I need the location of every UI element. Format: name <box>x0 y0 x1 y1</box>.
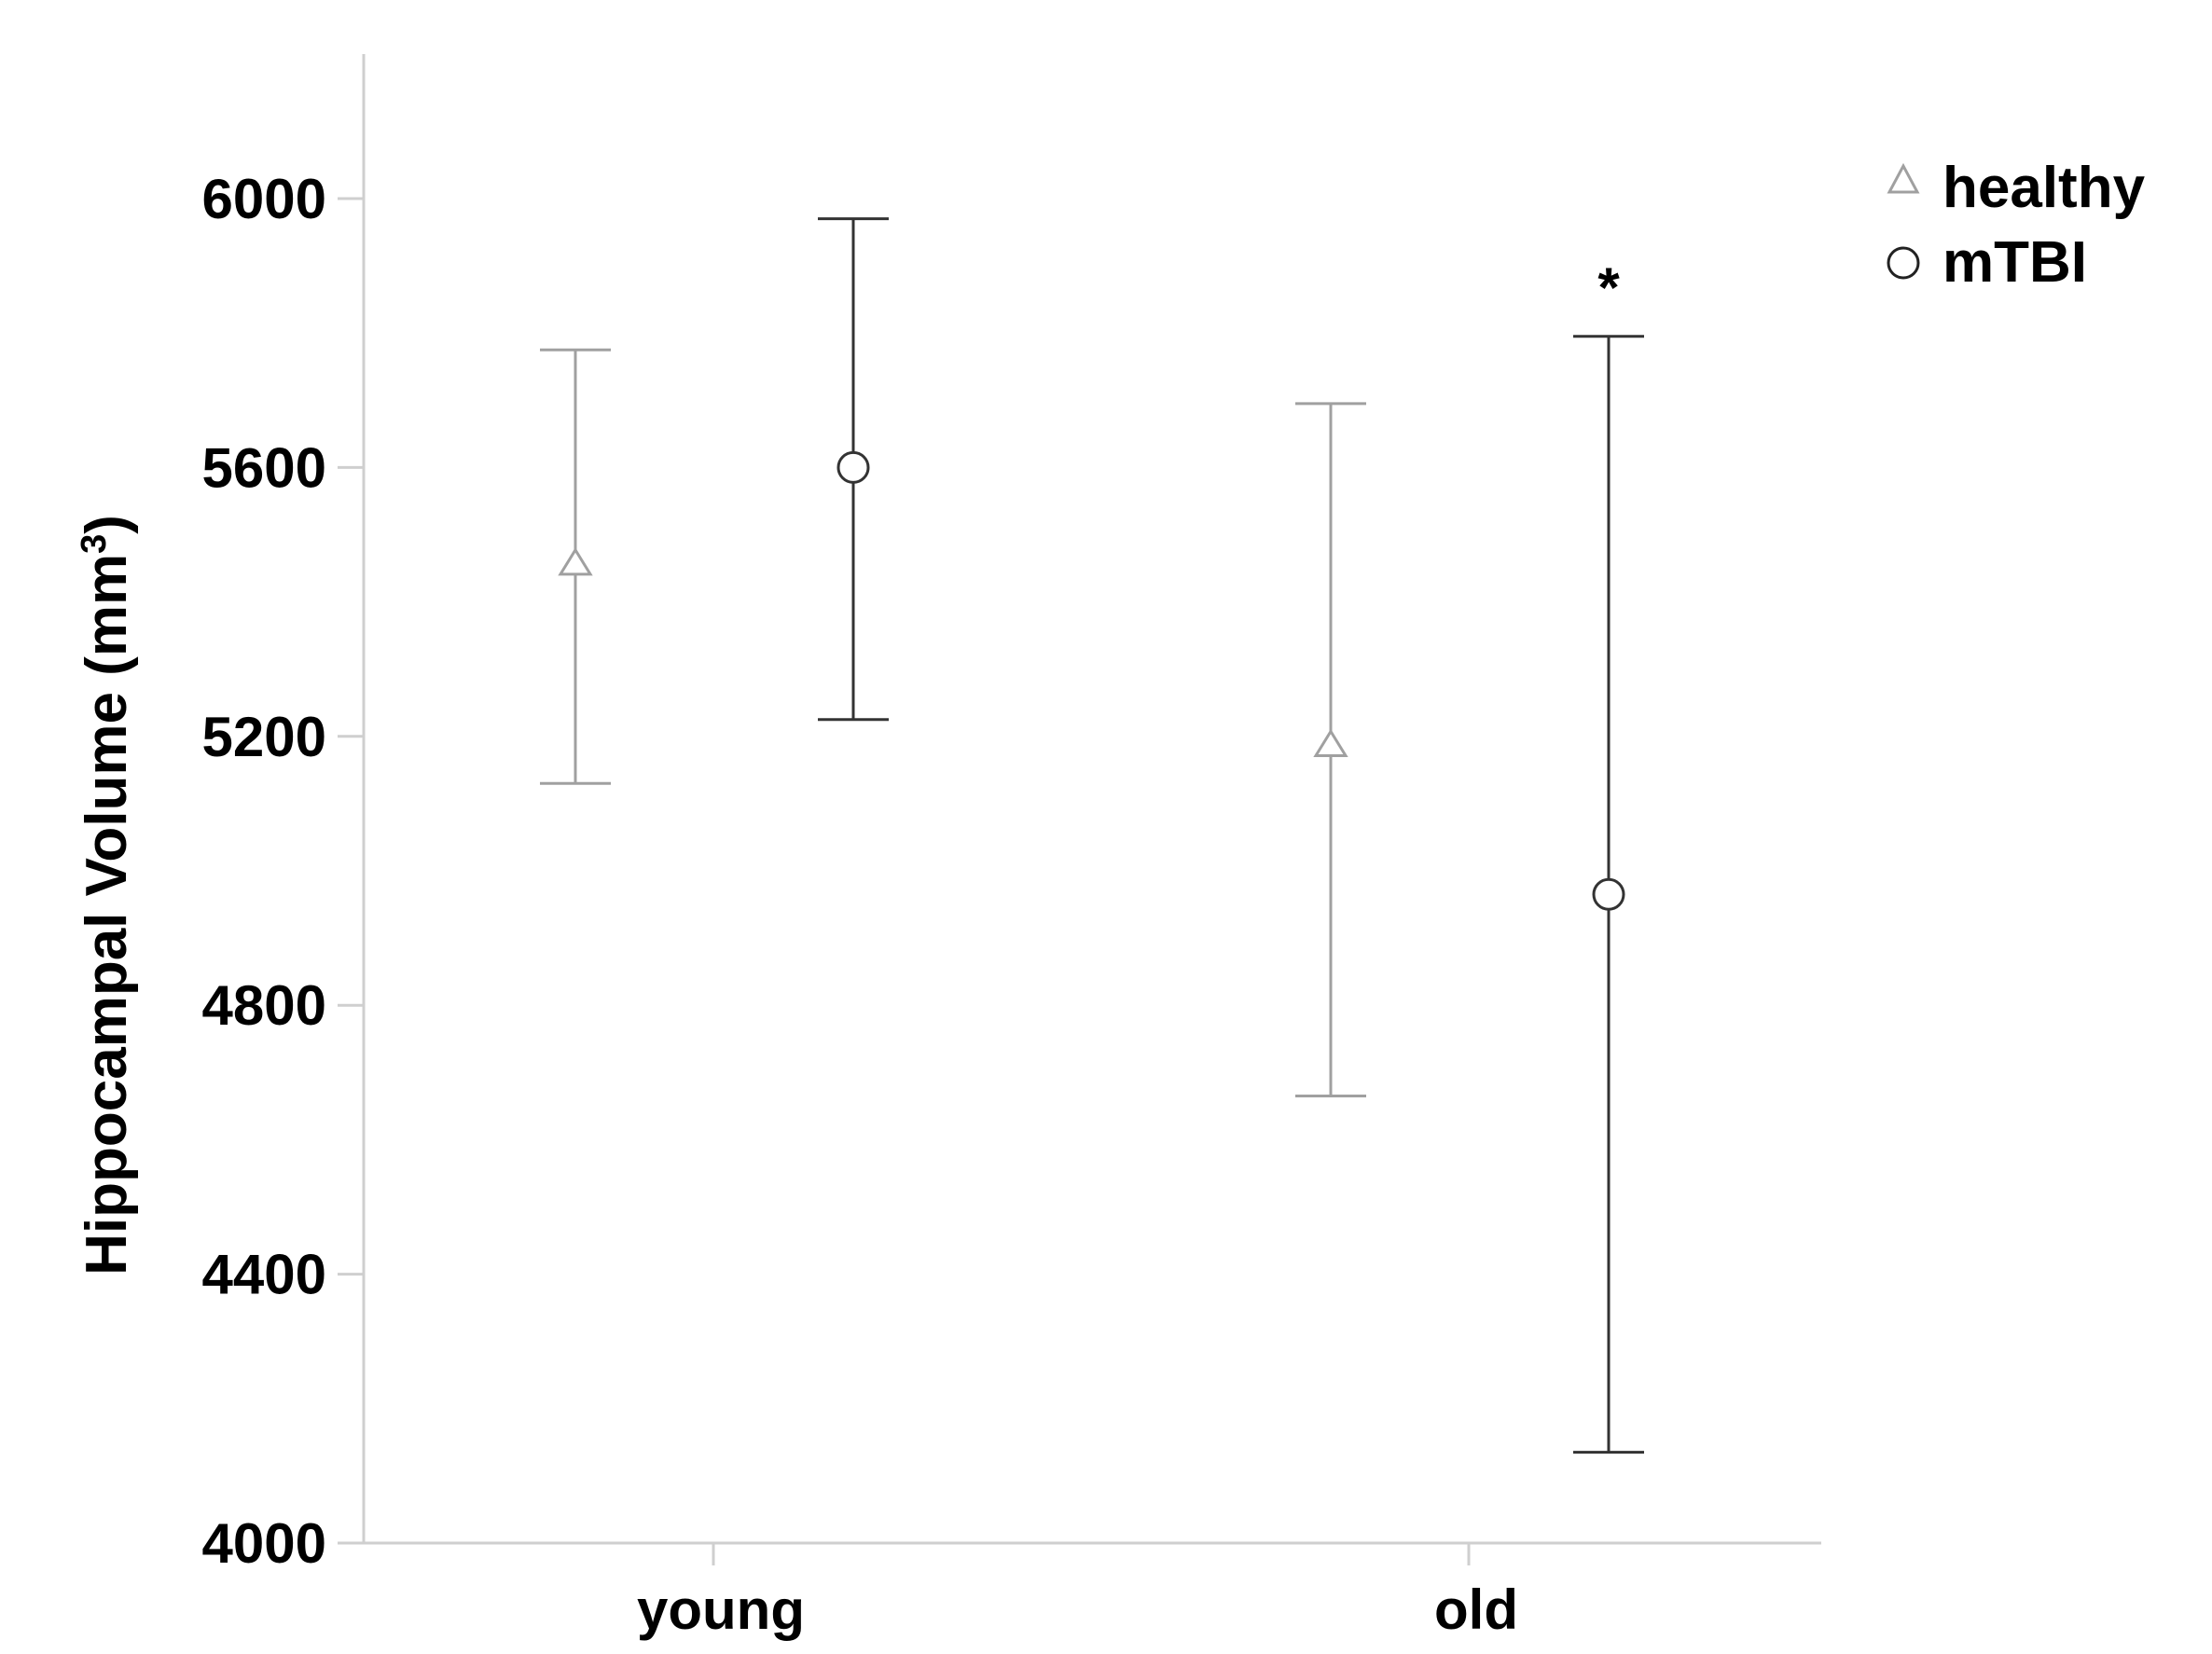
series-healthy <box>540 348 1366 1098</box>
series-mTBI <box>818 217 1644 1454</box>
legend-circle-icon <box>1887 246 1920 280</box>
y-axis-ticks: 4000 4400 4800 5200 5600 6000 <box>202 168 364 1575</box>
y-tick-label: 5200 <box>202 706 326 768</box>
legend-triangle-icon <box>1887 162 1920 194</box>
y-tick-label: 5600 <box>202 436 326 499</box>
x-axis-ticks: young old <box>637 1543 1518 1641</box>
data-series <box>540 217 1644 1454</box>
mean-marker-circle <box>836 450 870 484</box>
legend: healthy mTBI <box>1887 156 2146 295</box>
mean-marker-triangle <box>558 546 593 576</box>
y-axis-title-suffix: ) <box>75 515 139 534</box>
x-tick-label-young: young <box>637 1578 805 1641</box>
significance-marker: * <box>1597 256 1620 319</box>
y-axis-title-superscript: 3 <box>75 534 114 554</box>
y-tick-label: 4800 <box>202 974 326 1037</box>
annotations: * <box>1597 256 1620 319</box>
y-tick-label: 4400 <box>202 1244 326 1306</box>
axes <box>362 54 1821 1545</box>
y-axis-title: Hippocampal Volume (mm3) <box>75 515 139 1275</box>
legend-label-healthy: healthy <box>1942 156 2146 220</box>
y-axis-title-main: Hippocampal Volume (mm <box>75 554 139 1275</box>
mean-marker-circle <box>1592 877 1625 911</box>
x-tick-label-old: old <box>1434 1578 1518 1641</box>
y-tick-label: 4000 <box>202 1512 326 1575</box>
y-tick-label: 6000 <box>202 168 326 230</box>
legend-label-mtbi: mTBI <box>1942 230 2087 295</box>
mean-marker-triangle <box>1313 728 1348 757</box>
